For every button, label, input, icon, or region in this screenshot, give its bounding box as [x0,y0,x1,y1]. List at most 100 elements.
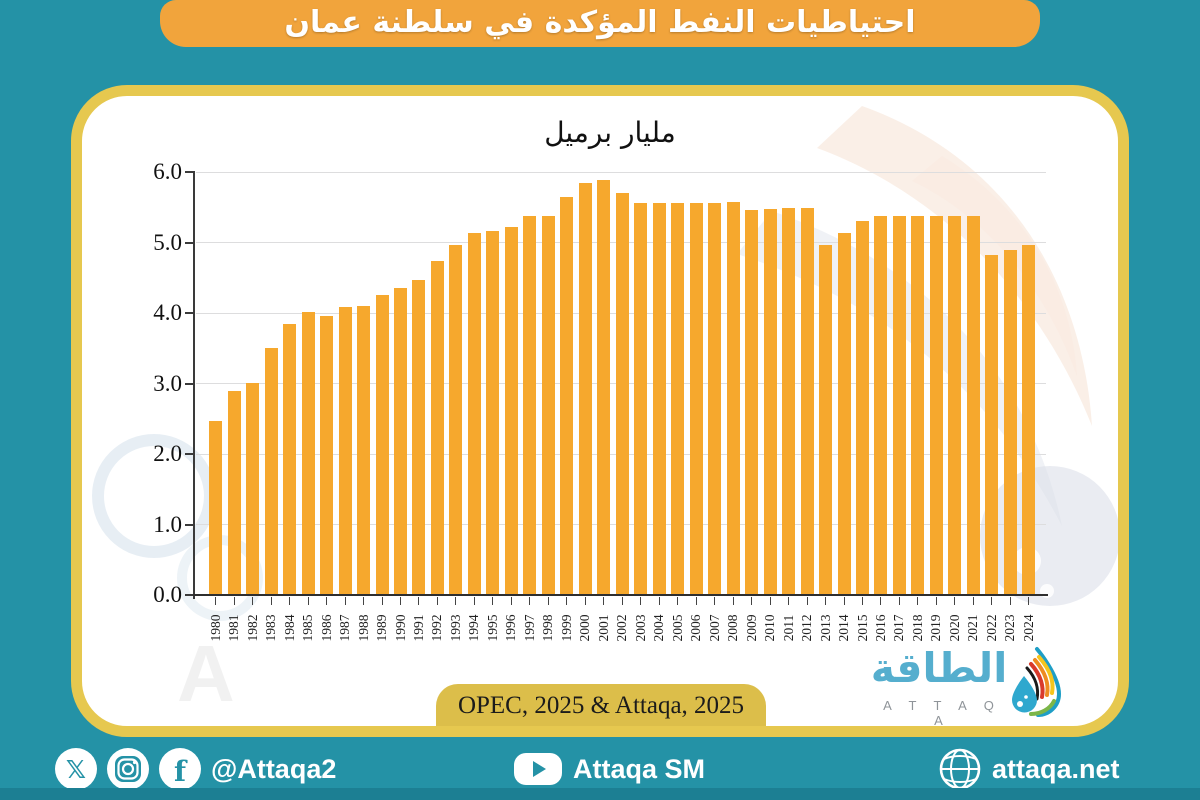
bar-2022 [985,255,999,595]
bar-2017 [892,216,906,595]
bar-2019 [929,216,943,595]
x-axis-tick [954,597,956,605]
x-axis-tick [972,597,974,605]
x-axis-label-1986: 1986 [318,614,334,642]
y-axis-label: 1.0 [153,511,182,537]
x-axis-label-1995: 1995 [484,614,500,642]
x-axis-label-1982: 1982 [244,614,260,642]
x-axis-tick [880,597,882,605]
y-axis-label: 4.0 [153,300,182,325]
x-axis-tick [233,597,235,605]
bar-2011 [782,208,796,595]
bar-1990 [394,288,407,595]
bar-2020 [948,216,962,595]
x-axis-label-1998: 1998 [540,614,556,642]
bar-2004 [652,203,666,595]
youtube-label: Attaqa SM [573,753,706,784]
x-axis-tick [806,597,808,605]
chart-title: مليار برميل [544,116,676,149]
x-axis-tick [529,597,531,605]
bar-2007 [708,203,722,595]
x-axis-label-2008: 2008 [725,614,741,642]
x-axis-label-2001: 2001 [595,614,611,642]
bar-1989 [375,295,389,595]
bar-1999 [560,197,574,595]
attaqa-logo: الطاقة A T T A Q A [868,644,1063,728]
bar-2024 [1022,245,1036,595]
x-axis-tick [935,597,937,605]
x-axis-tick [270,597,272,605]
bar-2010 [763,209,777,595]
x-axis-label-2003: 2003 [632,614,648,642]
y-axis-label: 6.0 [153,159,182,184]
bar-1983 [264,348,278,595]
facebook-icon: f [159,748,201,790]
bar-1993 [449,245,463,595]
bar-2005 [671,203,685,595]
x-axis-label-2007: 2007 [706,614,722,642]
y-axis-tick [185,241,194,244]
bar-2012 [800,208,814,595]
bar-1995 [486,231,500,595]
x-axis-tick [584,597,586,605]
bar-2000 [578,183,592,595]
logo-latin-text: A T T A Q A [883,698,1001,728]
bar-1980 [209,421,223,595]
page-title: احتياطيات النفط المؤكدة في سلطنة عمان [160,0,1040,47]
x-axis-tick [714,597,716,605]
bar-2001 [597,180,611,595]
bar-1984 [283,324,297,595]
x-axis-tick [455,597,457,605]
social-handle: @Attaqa2 [211,753,337,784]
x-axis-tick [621,597,623,605]
x-axis-label-2010: 2010 [762,614,778,642]
bar-1987 [338,307,352,595]
footer-website-group: attaqa.net [938,747,1120,791]
x-axis-label-1997: 1997 [521,614,537,642]
bar-1996 [504,227,518,595]
globe-icon [939,748,981,790]
footer-youtube-group: Attaqa SM [513,747,705,791]
x-axis-tick [695,597,697,605]
bar-1986 [320,316,334,595]
footer-bottom-strip [0,788,1200,800]
x-axis-label-1988: 1988 [355,614,371,642]
x-axis-tick [307,597,309,605]
bar-2021 [966,216,980,595]
bar-2015 [856,221,869,595]
bar-1997 [523,216,537,595]
bar-1998 [541,216,555,595]
source-badge: OPEC, 2025 & Attaqa, 2025 [436,684,766,726]
bar-2016 [874,216,888,595]
y-axis-tick [185,382,194,385]
x-axis-label-1996: 1996 [503,614,519,642]
bar-1985 [301,312,315,595]
x-axis-tick [547,597,549,605]
x-axis-label-1989: 1989 [374,614,390,642]
x-axis-label-2006: 2006 [688,614,704,642]
x-axis-tick [640,597,642,605]
y-axis-tick [185,312,194,314]
x-axis-label-1992: 1992 [429,614,445,642]
x-axis-tick [603,597,605,605]
x-axis-tick [991,597,993,605]
x-axis-label-2013: 2013 [817,614,833,642]
x-axis-tick [898,597,900,605]
bar-2008 [726,202,740,595]
x-axis-label-1999: 1999 [558,614,574,642]
flame-drop-icon [1012,647,1062,717]
bar-1991 [412,280,426,595]
x-axis-label-2014: 2014 [836,614,852,642]
x-axis-label-1987: 1987 [337,614,353,642]
bar-1988 [357,306,371,595]
bar-2009 [745,210,759,595]
bar-2014 [837,233,851,595]
x-axis-label-2012: 2012 [799,614,815,642]
bar-2018 [911,216,925,595]
x-axis-tick [732,597,734,605]
x-axis-tick [1028,597,1030,605]
bar-2006 [689,203,703,595]
x-axis-tick [289,597,291,605]
y-gridline [196,171,1046,173]
